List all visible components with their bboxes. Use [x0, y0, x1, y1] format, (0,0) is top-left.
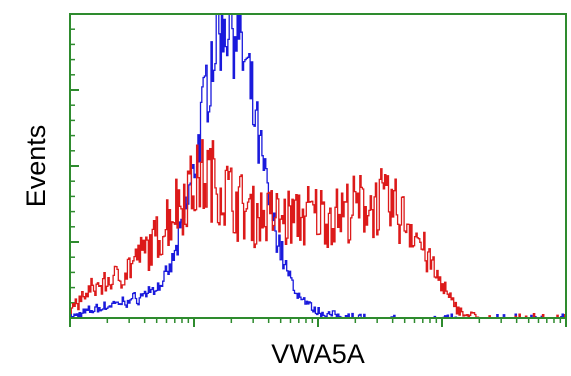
y-axis-label: Events	[21, 125, 51, 208]
plot-frame	[69, 13, 567, 319]
red-histogram-line	[70, 139, 566, 318]
x-axis-label: VWA5A	[271, 339, 365, 369]
plot-background	[70, 14, 566, 318]
